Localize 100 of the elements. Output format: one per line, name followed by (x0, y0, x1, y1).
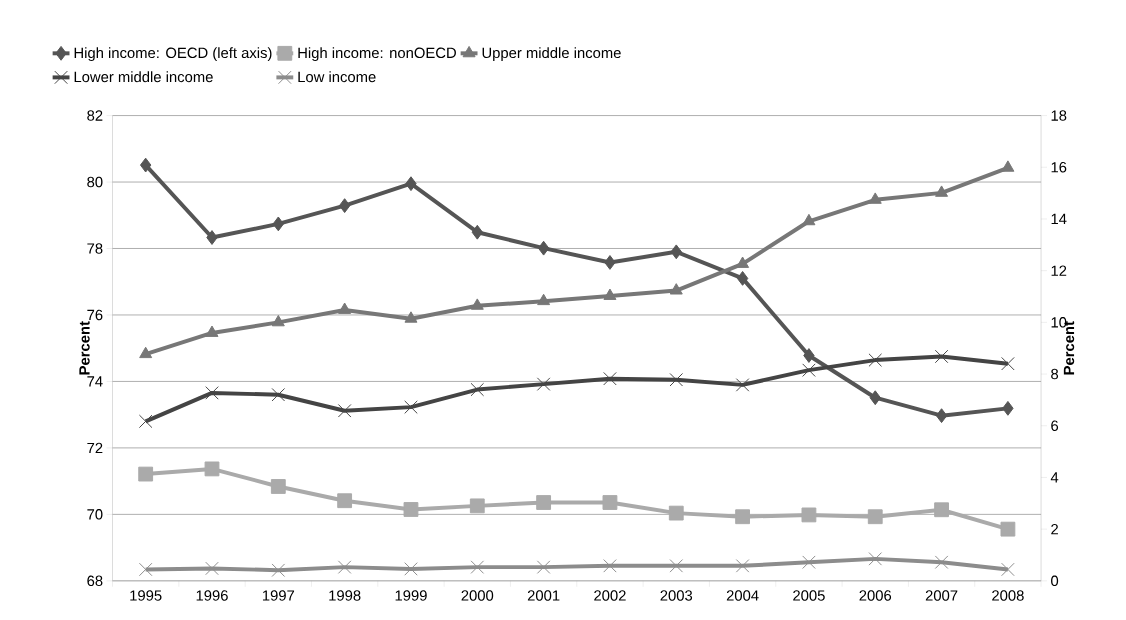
point (536, 377, 551, 391)
y-tick-label: 74 (87, 376, 103, 387)
y2-tick-label: 4 (1050, 472, 1059, 483)
point (1001, 562, 1015, 577)
x-tick-label: 2007 (925, 590, 958, 601)
point (470, 298, 484, 310)
point (405, 176, 417, 191)
point (934, 502, 949, 517)
point (536, 560, 551, 574)
point (1002, 400, 1014, 416)
point (802, 213, 816, 226)
y2-tick-label: 2 (1051, 523, 1058, 535)
point (603, 558, 617, 573)
legend-label: High income: OECD (left axis) (74, 47, 272, 61)
y2-tick-label: 0 (1051, 575, 1059, 586)
point (469, 498, 485, 514)
point (536, 494, 552, 510)
point (138, 562, 153, 577)
point (736, 256, 750, 268)
point (867, 509, 883, 524)
legend-label: Lower middle income (74, 71, 213, 82)
point (206, 229, 218, 245)
point (338, 198, 351, 213)
y-tick-label: 80 (87, 176, 103, 188)
point (602, 494, 618, 510)
point (1001, 160, 1015, 172)
y2-tick-label: 6 (1051, 420, 1059, 431)
point (470, 560, 485, 574)
point (271, 314, 285, 327)
point (271, 387, 286, 402)
y-tick-label: 76 (87, 309, 103, 321)
y-tick-label: 82 (87, 110, 103, 121)
point (670, 244, 682, 260)
point (604, 254, 616, 270)
point (802, 363, 816, 377)
x-tick-label: 2002 (594, 590, 626, 601)
point (139, 157, 152, 173)
y-axis-title: Percent (79, 321, 90, 375)
point (270, 478, 286, 494)
point (934, 349, 949, 364)
point (868, 353, 883, 367)
x-tick-label: 2006 (859, 590, 892, 601)
point (271, 563, 286, 577)
x-tick-label: 2000 (461, 590, 494, 601)
point (736, 270, 749, 286)
point (537, 240, 550, 256)
point (470, 382, 485, 397)
point (272, 216, 285, 232)
point (935, 185, 949, 197)
point (801, 507, 817, 523)
point (471, 224, 483, 240)
point (803, 347, 815, 363)
point (404, 311, 418, 323)
point (204, 461, 220, 477)
y2-tick-label: 14 (1051, 213, 1067, 224)
x-tick-label: 2008 (992, 590, 1024, 601)
x-tick-label: 2004 (726, 590, 759, 601)
point (337, 560, 352, 574)
legend-label: High income: nonOECD (298, 47, 456, 61)
point (869, 390, 881, 405)
point (868, 192, 882, 204)
point (338, 302, 352, 314)
point (668, 505, 684, 521)
point (669, 282, 683, 295)
y-tick-label: 78 (87, 243, 103, 254)
point (935, 408, 948, 423)
point (603, 288, 617, 300)
point (735, 377, 750, 392)
point (603, 371, 617, 386)
point (138, 466, 154, 482)
point (337, 493, 353, 508)
point (934, 555, 949, 569)
point (205, 561, 219, 576)
point (403, 501, 419, 517)
x-tick-label: 2003 (660, 590, 693, 601)
point (205, 325, 219, 337)
x-tick-label: 1997 (262, 590, 295, 601)
y2-tick-label: 12 (1051, 265, 1067, 276)
x-tick-label: 1998 (329, 590, 361, 601)
y-tick-label: 68 (87, 575, 103, 586)
y2-tick-label: 18 (1051, 110, 1067, 121)
point (1001, 356, 1015, 371)
point (205, 385, 219, 400)
point (868, 551, 883, 566)
point (537, 293, 551, 305)
y2-tick-label: 8 (1051, 368, 1059, 380)
y2-tick-label: 16 (1051, 161, 1067, 173)
point (1000, 521, 1016, 537)
y-tick-label: 70 (87, 508, 103, 520)
y-tick-label: 72 (87, 442, 103, 453)
legend-label: Upper middle income (482, 47, 621, 61)
point (138, 414, 153, 428)
point (404, 561, 418, 576)
point (735, 509, 751, 524)
point (802, 555, 816, 569)
point (337, 403, 352, 418)
x-tick-label: 2001 (527, 590, 560, 601)
point (735, 558, 750, 573)
x-tick-label: 1995 (130, 590, 162, 601)
x-tick-label: 2005 (793, 590, 825, 601)
